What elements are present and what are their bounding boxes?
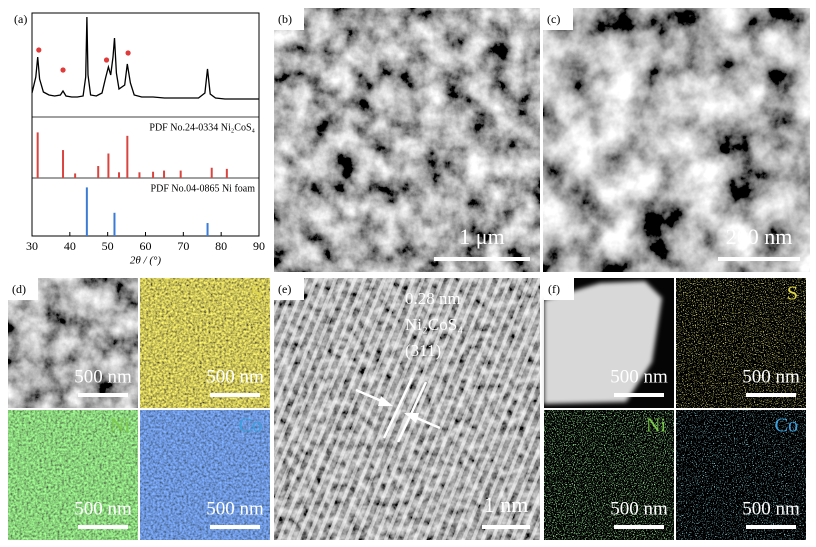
eds-map bbox=[140, 410, 270, 540]
eds-map bbox=[8, 410, 138, 540]
x-tick-label: 70 bbox=[177, 239, 189, 253]
arrow-head bbox=[378, 396, 393, 406]
particle bbox=[544, 281, 662, 404]
lattice-fringes bbox=[274, 278, 540, 540]
panel-label: (e) bbox=[278, 282, 291, 296]
scale-bar-label: 500 nm bbox=[610, 366, 668, 387]
scale-bar-label: 500 nm bbox=[742, 366, 800, 387]
panel-label: (c) bbox=[547, 12, 560, 26]
x-tick-label: 50 bbox=[102, 239, 114, 253]
annotation: 0.28 nm bbox=[405, 289, 461, 308]
fringe-marker bbox=[382, 377, 414, 439]
arrow-head bbox=[404, 413, 419, 423]
reference-label: PDF No.04-0865 Ni foam bbox=[151, 183, 256, 194]
eds-map bbox=[140, 278, 270, 408]
eds-map bbox=[676, 410, 806, 540]
element-label: Co bbox=[775, 415, 798, 437]
panel-label: (d) bbox=[12, 282, 26, 296]
scale-bar-label: 1 μm bbox=[459, 224, 504, 249]
scale-bar-label: 500 nm bbox=[206, 366, 264, 387]
panel-label-box bbox=[543, 8, 573, 30]
panel-label: (a) bbox=[14, 12, 27, 26]
peak-marker bbox=[36, 47, 42, 53]
x-tick-label: 30 bbox=[26, 239, 38, 253]
scale-bar-label: 500 nm bbox=[74, 366, 132, 387]
scale-bar-label: 500 nm bbox=[206, 498, 264, 519]
x-tick-label: 80 bbox=[215, 239, 227, 253]
panel-label-box bbox=[274, 278, 304, 300]
eds-map bbox=[676, 278, 806, 408]
element-label: S bbox=[251, 283, 262, 305]
scale-bar-label: 200 nm bbox=[726, 224, 793, 249]
panel-label-box bbox=[8, 278, 38, 300]
scale-bar-label: 1 nm bbox=[484, 492, 529, 517]
panel-label: (f) bbox=[548, 282, 560, 296]
peak-marker bbox=[125, 50, 131, 56]
element-label: Co bbox=[239, 415, 262, 437]
panel-label-box bbox=[274, 8, 304, 30]
x-axis-label: 2θ / (°) bbox=[130, 255, 162, 267]
element-label: Ni bbox=[110, 415, 130, 437]
panel-label-box bbox=[544, 278, 574, 300]
annotation: (311) bbox=[405, 341, 441, 360]
scale-bar-label: 500 nm bbox=[742, 498, 800, 519]
x-tick-label: 90 bbox=[253, 239, 265, 253]
annotation: Ni₂CoS₄ bbox=[405, 315, 463, 334]
element-label: S bbox=[787, 283, 798, 305]
scale-bar-label: 500 nm bbox=[74, 498, 132, 519]
eds-map bbox=[544, 410, 674, 540]
x-tick-label: 60 bbox=[140, 239, 152, 253]
micrograph bbox=[543, 8, 810, 272]
element-label: Ni bbox=[646, 415, 666, 437]
fringe-marker bbox=[396, 381, 428, 443]
xrd-curve bbox=[31, 16, 259, 100]
panel-label: (b) bbox=[278, 12, 292, 26]
x-tick-label: 40 bbox=[64, 239, 76, 253]
peak-marker bbox=[103, 57, 110, 63]
reference-label: PDF No.24-0334 Ni₂CoS₄ bbox=[149, 122, 255, 133]
micrograph bbox=[274, 8, 540, 272]
scale-bar-label: 500 nm bbox=[610, 498, 668, 519]
peak-marker bbox=[60, 67, 66, 73]
